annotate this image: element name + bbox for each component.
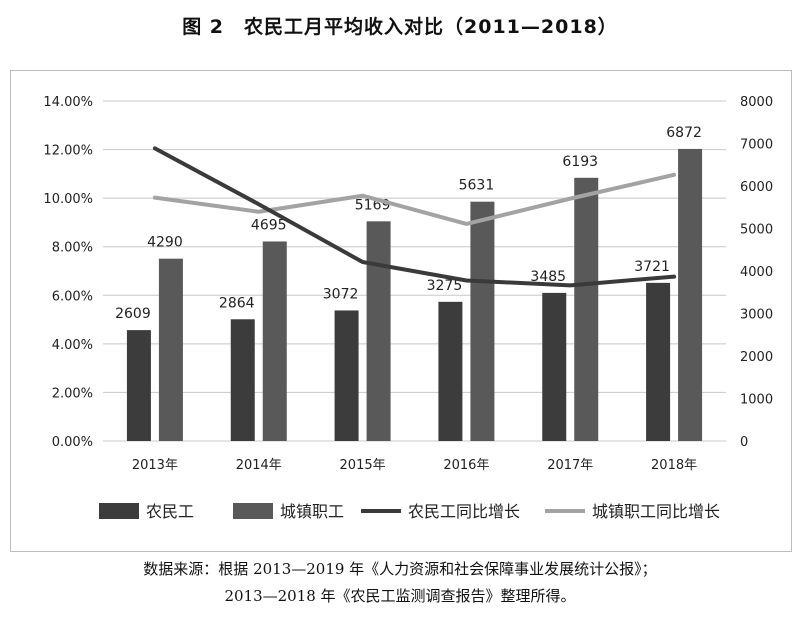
source-line-1: 数据来源：根据 2013—2019 年《人力资源和社会保障事业发展统计公报》； [143, 560, 657, 578]
x-axis-tick-label: 2015年 [340, 458, 386, 473]
bar-migrant-worker [542, 292, 567, 441]
left-axis-tick-label: 4.00% [52, 338, 93, 353]
bar-urban-employee [158, 258, 183, 441]
right-axis-tick-label: 5000 [740, 223, 773, 238]
bar-urban-employee [366, 221, 391, 441]
left-axis-tick-label: 14.00% [43, 95, 93, 110]
data-label-urban-employee: 5631 [459, 178, 495, 194]
bar-migrant-worker [646, 282, 671, 441]
right-axis-tick-label: 6000 [740, 180, 773, 195]
data-label-urban-employee: 6872 [666, 125, 702, 141]
data-label-urban-employee: 4695 [251, 217, 287, 233]
bar-urban-employee [574, 177, 599, 442]
right-axis-tick-label: 7000 [740, 138, 773, 153]
left-axis-tick-label: 10.00% [43, 192, 93, 207]
left-axis-tick-label: 6.00% [52, 289, 93, 304]
legend-label: 城镇职工 [280, 502, 344, 521]
x-axis-tick-label: 2017年 [547, 458, 593, 473]
right-axis-tick-label: 0 [740, 435, 748, 450]
bar-urban-employee [470, 201, 495, 441]
x-axis-tick-label: 2014年 [236, 458, 282, 473]
line-urban-employee-growth [152, 172, 677, 226]
x-axis-tick-label: 2016年 [443, 458, 489, 473]
right-axis-tick-label: 4000 [740, 265, 773, 280]
data-label-migrant-worker: 3072 [323, 286, 359, 302]
x-axis-tick-label: 2018年 [651, 458, 697, 473]
data-label-migrant-worker: 3275 [427, 278, 463, 294]
right-axis-tick-label: 3000 [740, 308, 773, 323]
chart-frame: 0.00% 2.00% 4.00% 6.00% 8.00% 10.00% 12.00% 14.… [10, 70, 792, 552]
data-label-migrant-worker: 3721 [634, 259, 670, 275]
legend-label: 农民工 [146, 502, 194, 521]
source-line-2: 2013—2018 年《农民工监测调查报告》整理所得。 [224, 587, 576, 605]
legend-swatch [99, 503, 139, 519]
bar-migrant-worker [438, 301, 463, 441]
left-axis-tick-label: 0.00% [52, 435, 93, 450]
x-axis-tick-label: 2013年 [132, 458, 178, 473]
data-label-urban-employee: 4290 [147, 235, 183, 251]
data-source-note: 数据来源：根据 2013—2019 年《人力资源和社会保障事业发展统计公报》； … [0, 556, 800, 610]
line-migrant-worker-growth [152, 146, 677, 288]
legend-label: 城镇职工同比增长 [592, 502, 720, 521]
bar-urban-employee [678, 148, 703, 441]
left-axis-tick-label: 12.00% [43, 144, 93, 159]
right-axis-tick-label: 2000 [740, 350, 773, 365]
bar-migrant-worker [126, 330, 151, 441]
legend-label: 农民工同比增长 [408, 502, 520, 521]
combo-chart: 0.00% 2.00% 4.00% 6.00% 8.00% 10.00% 12.00% 14.… [43, 95, 773, 521]
bar-urban-employee [262, 241, 287, 441]
data-label-urban-employee: 6193 [562, 154, 598, 170]
chart-title: 图 2 农民工月平均收入对比（2011—2018） [182, 16, 618, 38]
left-axis-tick-label: 8.00% [52, 241, 93, 256]
legend-swatch [233, 503, 273, 519]
right-axis-tick-label: 8000 [740, 95, 773, 110]
bar-migrant-worker [230, 319, 255, 441]
data-label-migrant-worker: 2609 [115, 306, 151, 322]
data-label-migrant-worker: 3485 [530, 269, 566, 285]
left-axis-tick-label: 2.00% [52, 386, 93, 401]
bar-migrant-worker [334, 310, 359, 441]
right-axis-tick-label: 1000 [740, 393, 773, 408]
data-label-migrant-worker: 2864 [219, 295, 255, 311]
